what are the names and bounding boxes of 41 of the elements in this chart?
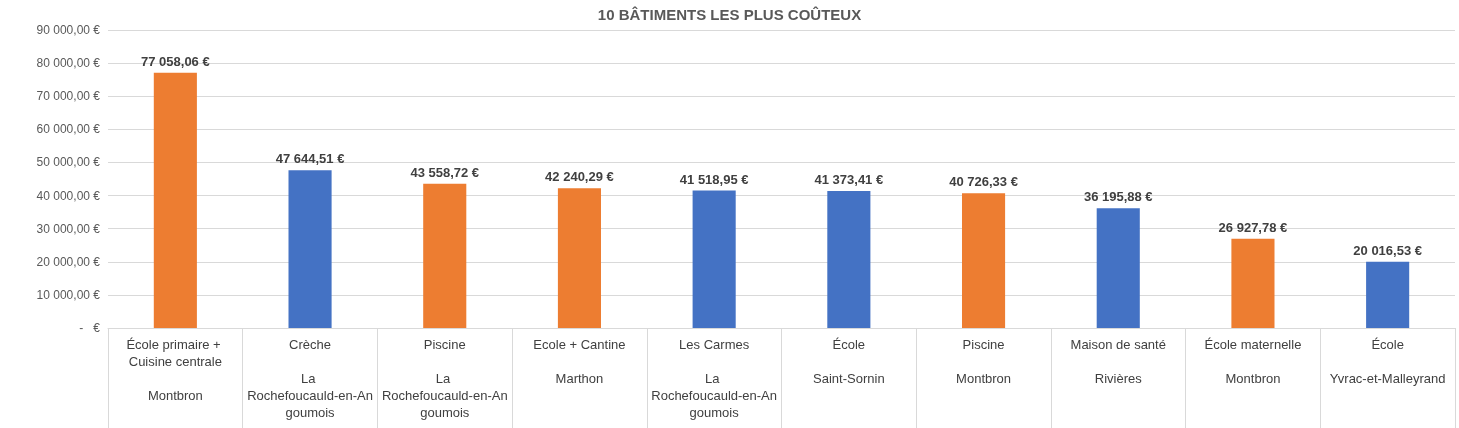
- data-label: 36 195,88 €: [1083, 189, 1153, 205]
- data-label: 47 644,51 €: [275, 151, 345, 167]
- category-label: Maison de santé Rivières: [1070, 337, 1166, 386]
- bar: [1231, 238, 1275, 328]
- data-label: 42 240,29 €: [545, 169, 614, 185]
- category-label: École Yvrac-et-Malleyrand: [1329, 337, 1446, 386]
- bar: [557, 188, 601, 328]
- bar: [288, 170, 332, 328]
- data-label: 20 016,53 €: [1353, 242, 1422, 258]
- data-label: 41 373,41 €: [814, 172, 884, 188]
- chart-title: 10 BÂTIMENTS LES PLUS COÛTEUX: [597, 6, 862, 23]
- category-label: Piscine Montbron: [956, 337, 1012, 386]
- category-label: Crèche La Rochefoucauld-en-Angoumois: [247, 337, 373, 420]
- y-tick-label: - €: [79, 321, 101, 335]
- category-label: École maternelle Montbron: [1204, 337, 1302, 386]
- data-label: 41 518,95 €: [679, 171, 749, 187]
- data-label: 77 058,06 €: [141, 53, 210, 69]
- category-label: Ecole + Cantine Marthon: [533, 337, 626, 386]
- category-label: Les Carmes La Rochefoucauld-en-Angoumois: [651, 337, 778, 420]
- data-label: 40 726,33 €: [949, 174, 1018, 190]
- bar: [827, 191, 871, 328]
- bar: [692, 190, 736, 328]
- category-label: École primaire + Cuisine centrale Montbron: [126, 337, 222, 403]
- data-label: 43 558,72 €: [410, 164, 480, 180]
- y-tick-label: 10 000,00 €: [36, 287, 101, 302]
- category-label: Piscine La Rochefoucauld-en-Angoumois: [381, 337, 508, 420]
- y-tick-label: 50 000,00 €: [36, 155, 101, 170]
- bar: [153, 72, 197, 328]
- y-tick-label: 90 000,00 €: [36, 23, 101, 37]
- y-tick-label: 80 000,00 €: [36, 56, 101, 71]
- y-tick-label: 70 000,00 €: [36, 89, 101, 104]
- bar: [962, 193, 1006, 328]
- data-label: 26 927,78 €: [1218, 219, 1288, 235]
- bar: [423, 183, 467, 328]
- y-tick-label: 40 000,00 €: [36, 188, 101, 203]
- y-tick-label: 30 000,00 €: [36, 221, 101, 236]
- bar: [1096, 208, 1140, 328]
- y-tick-label: 20 000,00 €: [36, 254, 101, 269]
- bar: [1366, 261, 1410, 328]
- y-tick-label: 60 000,00 €: [36, 122, 101, 137]
- category-label: École Saint-Sornin: [813, 337, 885, 386]
